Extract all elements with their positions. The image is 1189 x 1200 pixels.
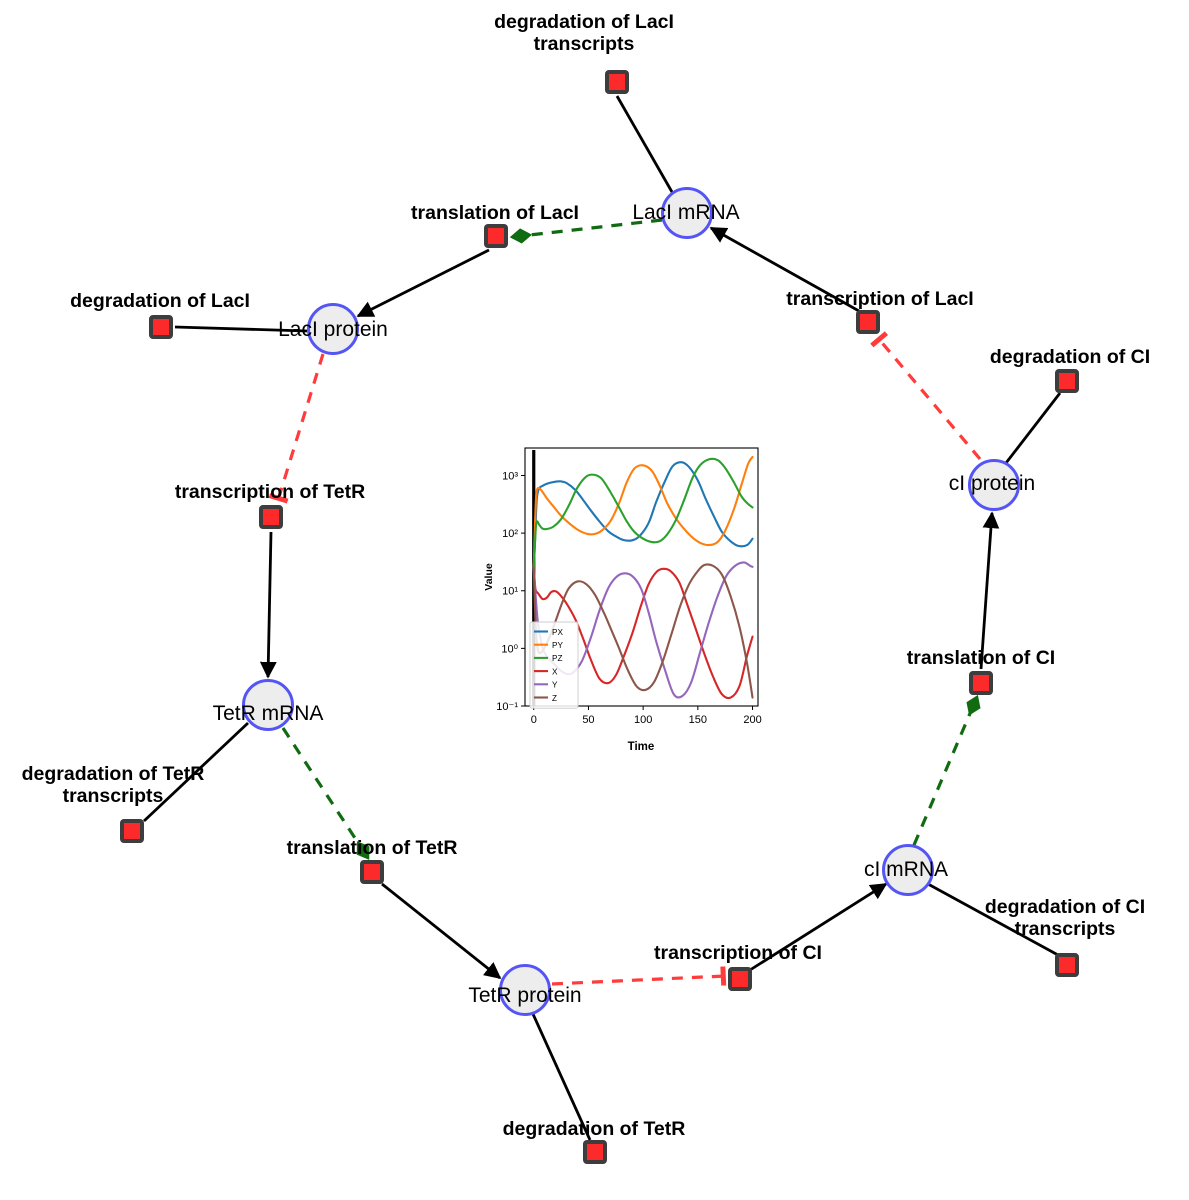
reaction-node-deg_tetr_transcripts[interactable] [120, 819, 144, 843]
chart-series-PY [532, 455, 754, 569]
chart-x-axis-label: Time [628, 741, 655, 753]
chart-series-PX [532, 461, 754, 569]
species-node-ci_protein[interactable] [968, 459, 1020, 511]
reaction-node-transcription_ci[interactable] [728, 967, 752, 991]
edge-translation_ci-to-ci_protein [979, 511, 1000, 670]
reaction-node-deg_laci_transcripts[interactable] [605, 70, 629, 94]
edge-tetr_protein-to-transcription_ci [551, 966, 727, 986]
species-node-laci_protein[interactable] [307, 303, 359, 355]
chart-y-axis-label: Value [483, 563, 495, 591]
reaction-node-deg_ci_transcripts[interactable] [1055, 953, 1079, 977]
reaction-node-deg_ci[interactable] [1055, 369, 1079, 393]
chart-xtick-label: 50 [582, 714, 594, 726]
chart-legend-label-Z: Z [552, 694, 557, 703]
reaction-node-transcription_laci[interactable] [856, 310, 880, 334]
reaction-node-translation_laci[interactable] [484, 224, 508, 248]
reaction-node-transcription_tetr[interactable] [259, 505, 283, 529]
chart-legend-label-PY: PY [552, 641, 563, 650]
edge-transcription_tetr-to-tetr_mrna [259, 531, 277, 679]
edge-ci_mrna-to-translation_ci [912, 694, 981, 846]
chart-legend-label-PX: PX [552, 628, 563, 637]
reaction-node-deg_tetr[interactable] [583, 1140, 607, 1164]
species-node-ci_mrna[interactable] [882, 844, 934, 896]
chart-xtick-label: 0 [531, 714, 537, 726]
reaction-node-deg_laci[interactable] [149, 315, 173, 339]
chart-xtick-label: 150 [689, 714, 707, 726]
chart-ytick-label: 10³ [502, 470, 518, 482]
edge-translation_laci-to-laci_protein [356, 248, 490, 318]
chart-series-PZ [532, 457, 754, 569]
chart-legend-label-X: X [552, 667, 558, 676]
species-node-tetr_mrna[interactable] [242, 679, 294, 731]
edge-ci_protein-to-transcription_laci [870, 331, 982, 461]
chart-ytick-label: 10² [502, 528, 518, 540]
edge-tetr_mrna-to-deg_tetr_transcripts [143, 721, 249, 823]
edge-laci_mrna-to-translation_laci [509, 218, 663, 244]
timecourse-chart-svg: 0 50 100 150 200 10⁻¹ 10⁰ 10¹ 10² 10³ PX PY PZ XYZ T… [478, 440, 768, 758]
chart-ytick-label: 10¹ [502, 586, 518, 598]
edge-deg_laci_transcripts-to-laci_mrna [615, 95, 674, 193]
reaction-node-translation_tetr[interactable] [360, 860, 384, 884]
chart-legend: PX PY PZ XYZ [529, 621, 579, 709]
chart-ytick-label: 10⁰ [501, 643, 518, 655]
chart-xtick-label: 200 [743, 714, 761, 726]
chart-legend-label-Y: Y [552, 681, 558, 690]
edge-deg_ci-to-ci_protein [1004, 392, 1062, 464]
edge-tetr_mrna-to-translation_tetr [281, 727, 370, 860]
species-node-tetr_protein[interactable] [499, 964, 551, 1016]
edge-ci_mrna-to-deg_ci_transcripts [927, 882, 1059, 957]
chart-xtick-label: 100 [634, 714, 652, 726]
edge-deg_laci-to-laci_protein [174, 325, 308, 333]
chart-ytick-label: 10⁻¹ [496, 701, 518, 713]
edge-transcription_laci-to-laci_mrna [709, 226, 860, 313]
chart-legend-box [529, 621, 579, 709]
edge-transcription_ci-to-ci_mrna [749, 882, 888, 972]
species-node-laci_mrna[interactable] [661, 187, 713, 239]
edge-translation_tetr-to-tetr_protein [381, 882, 502, 980]
edge-tetr_protein-to-deg_tetr [531, 1013, 592, 1141]
reaction-node-translation_ci[interactable] [969, 671, 993, 695]
chart-ticks: 0 50 100 150 200 10⁻¹ 10⁰ 10¹ 10² 10³ [496, 470, 761, 726]
edge-laci_protein-to-transcription_tetr [268, 353, 325, 504]
chart-legend-label-PZ: PZ [552, 654, 562, 663]
timecourse-chart-inset: 0 50 100 150 200 10⁻¹ 10⁰ 10¹ 10² 10³ PX PY PZ X Y Z T… [478, 440, 768, 758]
